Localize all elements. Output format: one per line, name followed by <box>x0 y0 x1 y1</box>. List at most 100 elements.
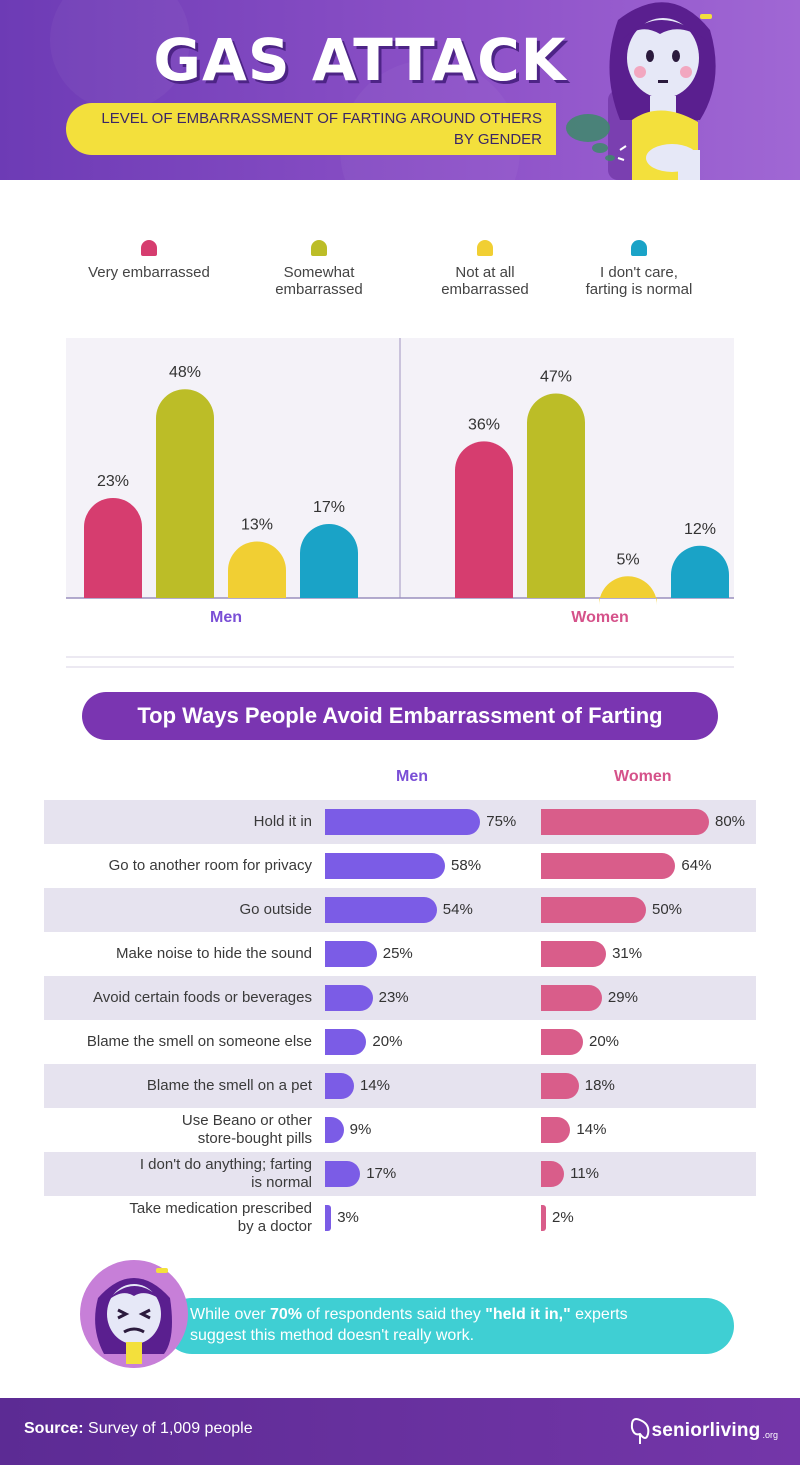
value-women: 14% <box>576 1121 607 1138</box>
page-title: GAS ATTACK <box>153 26 567 94</box>
value-men: 17% <box>366 1165 397 1182</box>
bar-value-label: 17% <box>313 499 345 516</box>
table-row: Blame the smell on someone else 20% 20% <box>44 1020 756 1064</box>
table-row: Hold it in 75% 80% <box>44 800 756 844</box>
value-women: 11% <box>570 1165 600 1182</box>
bar-value-label: 47% <box>540 369 572 386</box>
row-label: Make noise to hide the sound <box>116 945 312 962</box>
bar-men <box>325 1161 361 1187</box>
ways-section-title: Top Ways People Avoid Embarrassment of F… <box>82 692 718 740</box>
bar-men <box>325 853 446 879</box>
logo-suffix: .org <box>762 1430 778 1440</box>
legend-label: I don't care, farting is normal <box>585 264 693 298</box>
row-label: Avoid certain foods or beverages <box>92 989 312 1006</box>
group-label-men: Men <box>210 609 242 626</box>
value-women: 29% <box>607 989 638 1006</box>
value-women: 18% <box>584 1077 615 1094</box>
bar-men <box>325 1205 332 1231</box>
section-divider <box>66 656 734 668</box>
value-women: 2% <box>552 1209 574 1226</box>
bar-men-series-0 <box>84 497 142 598</box>
embarrassment-bar-chart: 23% 48% 13% 17% Men 36% 47% 5% 12% Women <box>66 338 734 626</box>
row-label: Go to another room for privacy <box>108 857 312 874</box>
row-label: Go outside <box>239 901 312 918</box>
seniorliving-logo[interactable]: seniorliving .org <box>629 1414 778 1448</box>
bar-men <box>325 1117 344 1143</box>
bar-value-label: 36% <box>468 416 500 433</box>
bar-men <box>325 809 481 835</box>
value-men: 23% <box>378 989 409 1006</box>
value-women: 50% <box>652 901 683 918</box>
subtitle-pill: LEVEL OF EMBARRASSMENT OF FARTING AROUND… <box>66 103 556 155</box>
table-row: Make noise to hide the sound 25% 31% <box>44 932 756 976</box>
value-women: 80% <box>715 813 746 830</box>
bar-women-series-0 <box>455 441 513 598</box>
bar-value-label: 5% <box>616 551 639 568</box>
bar-women <box>541 985 602 1011</box>
bar-women <box>541 1117 571 1143</box>
woman-illustration-icon <box>566 2 716 180</box>
table-row: Go to another room for privacy 58% 64% <box>44 844 756 888</box>
bar-men <box>325 1029 367 1055</box>
footer: Source: Survey of 1,009 people seniorliv… <box>0 1398 800 1465</box>
legend-item-not-embarrassed: Not at all embarrassed <box>410 240 560 298</box>
legend-label: Somewhat embarrassed <box>275 264 363 298</box>
row-label: Blame the smell on a pet <box>146 1077 312 1094</box>
legend-swatch-not-embarrassed <box>477 240 493 256</box>
bar-men <box>325 897 437 923</box>
callout-text: While over 70% of respondents said they … <box>190 1306 628 1344</box>
group-label-women: Women <box>571 609 628 626</box>
bar-women <box>541 1161 565 1187</box>
legend-item-dont-care: I don't care, farting is normal <box>564 240 714 298</box>
bar-women-series-3 <box>671 545 729 598</box>
row-label: Take medication prescribed by a doctor <box>129 1200 312 1235</box>
bar-women-series-1 <box>527 393 585 598</box>
value-men: 54% <box>442 901 473 918</box>
embarrassed-woman-icon <box>80 1260 188 1368</box>
bar-women <box>541 1029 583 1055</box>
subtitle-line-1: LEVEL OF EMBARRASSMENT OF FARTING AROUND… <box>101 110 542 127</box>
bar-men-series-1 <box>156 389 214 598</box>
row-label: Use Beano or other store-bought pills <box>181 1112 312 1147</box>
legend-swatch-somewhat-embarrassed <box>311 240 327 256</box>
subtitle-line-2: BY GENDER <box>453 131 542 148</box>
value-men: 25% <box>382 945 413 962</box>
bar-women <box>541 1073 579 1099</box>
legend-item-somewhat-embarrassed: Somewhat embarrassed <box>244 240 394 298</box>
bar-women-series-2 <box>599 576 657 606</box>
legend-swatch-dont-care <box>631 240 647 256</box>
callout-note: While over 70% of respondents said they … <box>164 1298 734 1354</box>
value-men: 3% <box>337 1209 359 1226</box>
bar-value-label: 13% <box>241 516 273 533</box>
chart-legend: Very embarrassed Somewhat embarrassed Not… <box>60 240 740 320</box>
table-row: Go outside 54% 50% <box>44 888 756 932</box>
row-label: Hold it in <box>253 813 312 830</box>
logo-text: seniorliving <box>651 1420 761 1441</box>
bar-women <box>541 897 646 923</box>
column-header-men: Men <box>396 768 428 785</box>
value-men: 9% <box>349 1121 372 1138</box>
bar-men <box>325 1073 354 1099</box>
value-men: 20% <box>372 1033 403 1050</box>
bar-women <box>541 1205 546 1231</box>
bar-women <box>541 853 676 879</box>
page-subtitle: LEVEL OF EMBARRASSMENT OF FARTING AROUND… <box>72 108 542 150</box>
bar-men-series-3 <box>300 524 358 598</box>
row-label: I don't do anything; farting is normal <box>139 1156 312 1191</box>
value-women: 20% <box>589 1033 620 1050</box>
column-header-women: Women <box>614 768 672 785</box>
source-text: Source: Survey of 1,009 people <box>24 1420 253 1437</box>
table-row: Blame the smell on a pet 14% 18% <box>44 1064 756 1108</box>
bar-men <box>325 941 377 967</box>
table-row: Take medication prescribed by a doctor 3% 2… <box>44 1196 756 1240</box>
value-men: 75% <box>486 813 517 830</box>
header-banner: GAS ATTACK LEVEL OF EMBARRASSMENT OF FAR… <box>0 0 800 180</box>
row-label: Blame the smell on someone else <box>86 1033 312 1050</box>
bar-value-label: 12% <box>684 521 716 538</box>
bar-women <box>541 941 607 967</box>
table-row: Avoid certain foods or beverages 23% 29% <box>44 976 756 1020</box>
bar-value-label: 23% <box>97 473 129 490</box>
bar-men-series-2 <box>228 541 286 598</box>
table-row: I don't do anything; farting is normal 17%… <box>44 1152 756 1196</box>
value-women: 64% <box>681 857 712 874</box>
